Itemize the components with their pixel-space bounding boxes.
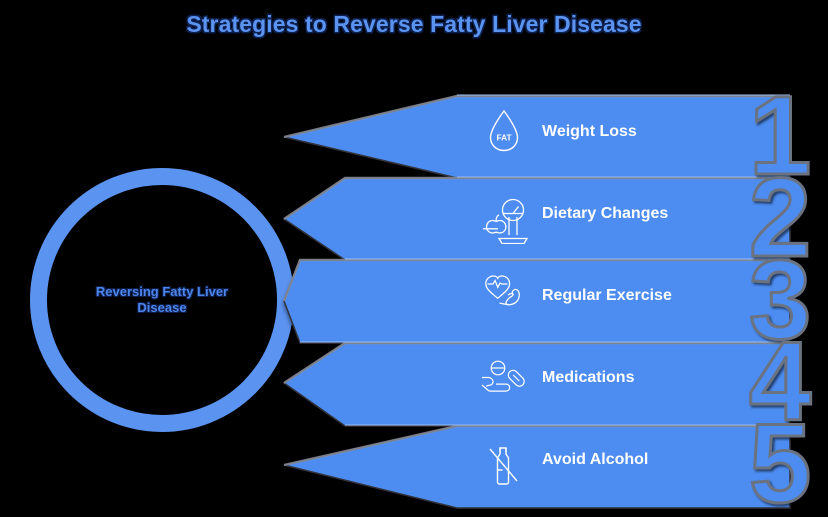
svg-text:FAT: FAT [496, 133, 511, 143]
